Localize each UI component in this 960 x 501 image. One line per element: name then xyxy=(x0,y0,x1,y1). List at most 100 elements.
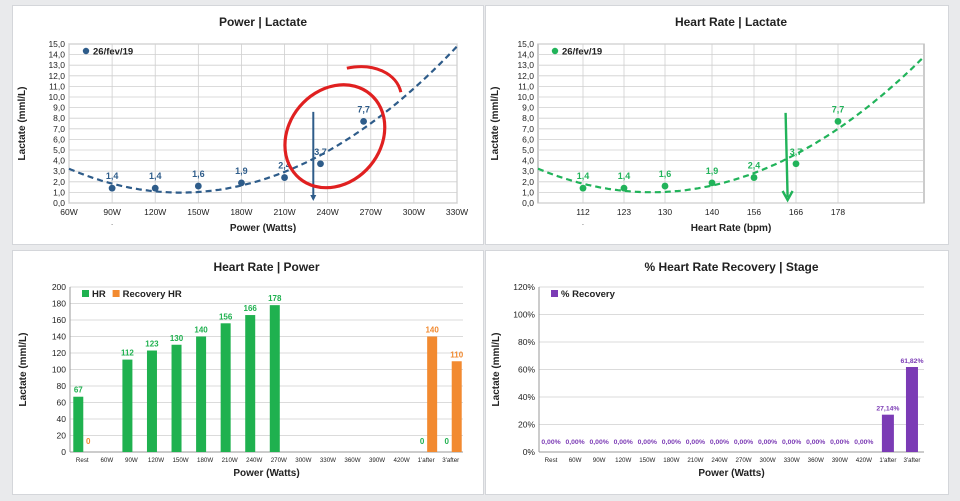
y-tick-label: 100% xyxy=(513,310,535,320)
y-tick-label: 14,0 xyxy=(517,50,534,60)
y-tick-label: 4,0 xyxy=(522,156,534,166)
x-tick-label: 90W xyxy=(103,207,120,217)
x-tick-label: 390W xyxy=(832,457,848,464)
chart-title: Power | Lactate xyxy=(219,15,307,29)
hr-lactate-chart: Heart Rate | Lactate 0,01,02,03,04,05,06,… xyxy=(490,15,925,234)
x-tick-label: 120W xyxy=(148,457,164,464)
bar xyxy=(220,323,231,452)
data-point xyxy=(194,182,202,190)
y-tick-label: 40 xyxy=(57,414,67,424)
data-label: 0,00% xyxy=(806,439,825,446)
data-point xyxy=(708,179,716,187)
bar xyxy=(881,414,894,452)
data-label: 27,14% xyxy=(876,406,899,413)
y-tick-label: 100 xyxy=(52,365,66,375)
x-tick-label: 330W xyxy=(320,457,336,464)
data-label: 1,4 xyxy=(577,171,590,181)
plot-area xyxy=(68,43,458,204)
x-axis-label: Power (Watts) xyxy=(233,468,299,479)
data-label: 123 xyxy=(145,340,159,349)
x-tick-label: 150W xyxy=(172,457,188,464)
x-sub-mark: · xyxy=(111,220,114,229)
x-tick-label: 90W xyxy=(593,457,606,464)
y-tick-label: 12,0 xyxy=(48,71,65,81)
y-tick-label: 2,0 xyxy=(53,177,65,187)
arrow-head xyxy=(781,190,794,203)
y-tick-label: 14,0 xyxy=(48,50,65,60)
data-label: 130 xyxy=(170,334,184,343)
data-label: 2,4 xyxy=(278,161,291,171)
y-tick-label: 120 xyxy=(52,348,66,358)
chart-panel-hr-power: Heart Rate | Power 0 20 40 60 80 100 120 140 160 1… xyxy=(12,250,484,495)
bar xyxy=(73,396,84,452)
data-point xyxy=(620,184,628,192)
y-tick-label: 6,0 xyxy=(522,134,534,144)
data-label: 0 xyxy=(86,437,91,446)
x-tick-label: 360W xyxy=(808,457,824,464)
x-tick-label: 130 xyxy=(658,207,672,217)
y-tick-label: 10,0 xyxy=(517,92,534,102)
x-tick-label: 150W xyxy=(187,207,209,217)
y-tick-label: 11,0 xyxy=(49,81,65,91)
data-label: 7,7 xyxy=(357,104,370,114)
trend-line xyxy=(68,45,458,194)
x-tick-label: 112 xyxy=(576,207,590,217)
x-tick-label: 150W xyxy=(639,457,655,464)
legend-label: Recovery HR xyxy=(123,289,182,300)
bar xyxy=(905,366,918,452)
data-label: 0,00% xyxy=(614,439,633,446)
trend-line xyxy=(537,55,925,194)
data-label: 0 xyxy=(444,437,449,446)
x-tick-label: 140 xyxy=(705,207,719,217)
x-tick-label: 90W xyxy=(125,457,138,464)
y-tick-label: 11,0 xyxy=(518,81,534,91)
data-point xyxy=(792,160,800,168)
annotation-stroke xyxy=(346,65,403,93)
y-tick-label: 9,0 xyxy=(53,103,65,113)
y-tick-label: 8,0 xyxy=(522,113,534,123)
y-tick-label: 0,0 xyxy=(53,198,65,208)
y-tick-label: 120% xyxy=(513,282,535,292)
data-label: 67 xyxy=(74,386,83,395)
data-label: 0,00% xyxy=(662,439,681,446)
y-axis-label: Lactate (mml/L) xyxy=(491,333,502,407)
x-tick-label: 420W xyxy=(394,457,410,464)
data-label: 110 xyxy=(450,350,463,359)
chart-title: Heart Rate | Lactate xyxy=(675,15,787,29)
x-tick-label: 180W xyxy=(230,207,252,217)
data-label: 2,4 xyxy=(748,161,761,171)
y-tick-label: 0% xyxy=(523,447,536,457)
bar xyxy=(171,344,182,452)
legend-marker xyxy=(82,47,90,55)
legend-label: HR xyxy=(92,289,106,300)
y-axis-label: Lactate (mml/L) xyxy=(17,87,28,161)
x-tick-label: 60W xyxy=(100,457,113,464)
data-label: 1,9 xyxy=(706,166,719,176)
x-tick-label: Rest xyxy=(545,457,558,464)
data-point xyxy=(661,182,669,190)
data-label: 61,82% xyxy=(900,358,923,365)
data-label: 0,00% xyxy=(854,439,873,446)
y-tick-label: 3,0 xyxy=(522,166,534,176)
data-label: 0,00% xyxy=(590,439,609,446)
x-tick-label: 240W xyxy=(317,207,339,217)
y-tick-label: 5,0 xyxy=(53,145,65,155)
y-tick-label: 80 xyxy=(57,381,67,391)
bar xyxy=(427,336,438,452)
y-tick-label: 12,0 xyxy=(517,71,534,81)
x-tick-label: 210W xyxy=(273,207,295,217)
data-label: 156 xyxy=(219,312,233,321)
bar xyxy=(245,315,256,452)
x-tick-label: Rest xyxy=(76,457,89,464)
power-lactate-chart: Power | Lactate 0,01,02,03,04,05,06,07,08… xyxy=(17,15,468,234)
data-label: 3,7 xyxy=(790,147,803,157)
data-label: 1,4 xyxy=(618,171,631,181)
x-tick-label: 300W xyxy=(403,207,425,217)
legend-label: 26/fev/19 xyxy=(93,47,133,58)
y-tick-label: 6,0 xyxy=(53,134,65,144)
data-label: 0,00% xyxy=(541,439,560,446)
y-tick-label: 8,0 xyxy=(53,113,65,123)
data-point xyxy=(108,184,116,192)
data-point xyxy=(238,179,245,187)
y-tick-label: 20 xyxy=(57,431,67,441)
